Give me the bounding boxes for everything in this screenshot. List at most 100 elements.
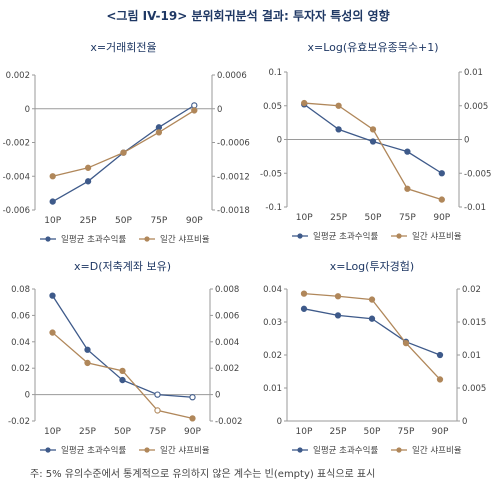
left-tick-label: -0.002 — [3, 139, 30, 149]
left-tick-label: 0.02 — [263, 351, 282, 361]
right-tick-label: 0.015 — [462, 318, 486, 328]
left-tick-label: 0.01 — [263, 384, 282, 394]
right-tick-label: 0 — [215, 391, 220, 401]
data-point-empty — [191, 102, 198, 109]
x-tick-label: 90P — [184, 427, 201, 437]
right-tick-label: -0.0012 — [217, 172, 250, 182]
right-tick-label: 0.004 — [215, 338, 239, 348]
left-tick-label: 0.08 — [11, 285, 30, 295]
x-tick-label: 50P — [115, 216, 132, 226]
data-point — [191, 107, 198, 114]
x-tick-label: 10P — [44, 216, 61, 226]
data-point — [404, 185, 411, 192]
right-tick-label: 0.008 — [215, 285, 239, 295]
right-tick-label: 0 — [462, 417, 467, 427]
data-point — [84, 164, 92, 171]
x-tick-label: 50P — [364, 427, 381, 437]
legend-swatch-marker — [45, 236, 51, 242]
left-tick-label: 0 — [277, 136, 282, 146]
left-tick-label: 0.06 — [11, 311, 30, 321]
x-tick-label: 10P — [296, 213, 313, 223]
data-point — [155, 124, 163, 131]
right-tick-label: 0 — [464, 136, 469, 146]
left-tick-label: 0.002 — [6, 71, 30, 81]
x-tick-label: 25P — [330, 427, 347, 437]
data-point-empty — [154, 391, 161, 398]
right-tick-label: 0.006 — [215, 311, 239, 321]
data-point — [49, 198, 56, 205]
right-tick-label: -0.01 — [464, 203, 486, 213]
data-point — [334, 312, 342, 319]
data-point — [334, 293, 342, 300]
panel-title: x=Log(유효보유종목수+1) — [307, 41, 438, 54]
series-line — [303, 292, 441, 380]
data-point-empty — [154, 407, 161, 414]
legend-swatch-marker — [144, 236, 150, 242]
legend-label: 일간 샤프비율 — [412, 231, 462, 242]
x-tick-label: 90P — [433, 213, 450, 223]
data-point — [335, 126, 342, 133]
data-point — [369, 138, 377, 145]
data-point — [301, 99, 308, 107]
left-tick-label: 0.05 — [263, 102, 282, 112]
x-tick-label: 50P — [365, 213, 382, 223]
legend-label: 일평균 초과수익률 — [313, 445, 378, 456]
data-point — [84, 359, 91, 367]
x-tick-label: 90P — [432, 427, 449, 437]
data-point — [49, 173, 56, 180]
left-tick-label: -0.05 — [260, 169, 282, 179]
right-tick-label: -0.0018 — [217, 206, 250, 216]
left-tick-label: 0 — [25, 105, 30, 115]
right-tick-label: 0.02 — [462, 285, 481, 295]
left-tick-label: 0.02 — [11, 364, 30, 374]
data-point — [119, 367, 126, 374]
right-tick-label: 0 — [217, 105, 222, 115]
left-tick-label: 0.04 — [263, 285, 282, 295]
legend-label: 일평균 초과수익률 — [61, 234, 126, 245]
data-point — [300, 290, 308, 297]
right-tick-label: -0.002 — [215, 417, 242, 427]
left-tick-label: 0 — [25, 391, 30, 401]
right-tick-label: 0.0006 — [217, 71, 247, 81]
x-tick-label: 75P — [399, 213, 416, 223]
data-point — [49, 292, 56, 299]
left-tick-label: -0.1 — [265, 203, 282, 213]
data-point — [369, 126, 377, 133]
right-tick-label: -0.005 — [464, 169, 491, 179]
right-tick-label: 0.005 — [462, 384, 486, 394]
legend-swatch-marker — [396, 447, 402, 453]
data-point — [335, 102, 342, 109]
series-line — [52, 332, 193, 419]
data-point — [189, 415, 196, 422]
x-tick-label: 75P — [150, 216, 167, 226]
right-tick-label: 0.002 — [215, 364, 239, 374]
right-tick-label: -0.0006 — [217, 139, 250, 149]
legend-label: 일평균 초과수익률 — [313, 231, 378, 242]
left-tick-label: 0.1 — [268, 68, 282, 78]
panel-title: x=D(저축계좌 보유) — [74, 260, 171, 273]
legend-label: 일평균 초과수익률 — [61, 445, 126, 456]
data-point — [368, 315, 376, 322]
x-tick-label: 75P — [398, 427, 415, 437]
data-point — [119, 376, 126, 384]
figure-footnote: 주: 5% 유의수준에서 통계적으로 유의하지 않은 계수는 빈(empty) … — [30, 469, 376, 480]
data-point — [49, 329, 56, 336]
data-point-empty — [189, 394, 196, 401]
right-tick-label: 0.01 — [464, 68, 483, 78]
legend-swatch-marker — [45, 447, 51, 453]
x-tick-label: 25P — [80, 216, 97, 226]
legend-swatch-marker — [297, 447, 303, 453]
data-point — [436, 376, 444, 383]
data-point — [368, 296, 376, 303]
data-point — [402, 339, 410, 347]
legend-swatch-marker — [396, 233, 402, 239]
data-point — [438, 170, 445, 177]
legend-label: 일간 샤프비율 — [160, 445, 210, 456]
left-tick-label: -0.02 — [8, 417, 30, 427]
data-point — [84, 346, 91, 353]
data-point — [84, 178, 92, 185]
panel-title: x=Log(투자경험) — [330, 260, 414, 273]
data-point — [120, 149, 127, 156]
legend-label: 일간 샤프비율 — [412, 445, 462, 456]
left-tick-label: 0.03 — [263, 318, 282, 328]
